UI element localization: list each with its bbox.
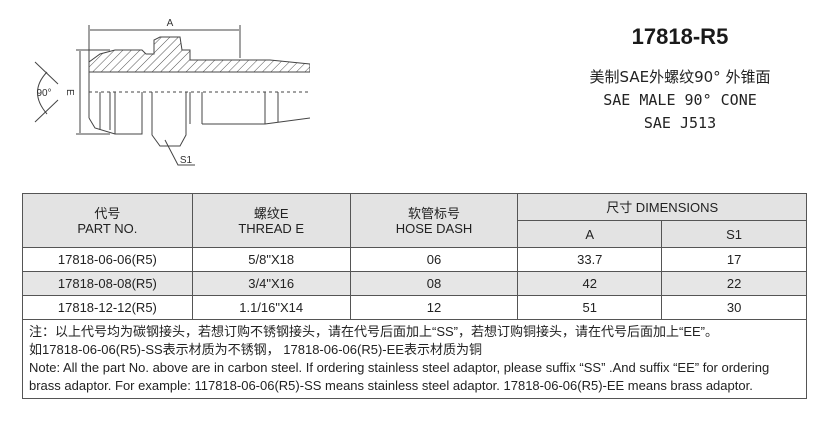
cell-a: 51 xyxy=(517,295,663,320)
angle-label: 90° xyxy=(36,88,51,99)
table-row: 17818-06-06(R5) 5/8"X18 06 33.7 17 xyxy=(22,247,807,272)
dimension-s1-label: S1 xyxy=(180,155,193,166)
note-cn-1: 注：以上代号均为碳钢接头，若想订购不锈钢接头，请在代号后面加上“SS”，若想订购… xyxy=(29,324,719,339)
dimensions-table: 代号 PART NO. 螺纹E THREAD E 软管标号 HOSE DASH 尺寸 … xyxy=(22,193,807,399)
subtitle-en: SAE MALE 90° CONE xyxy=(603,91,757,109)
cell-part: 17818-06-06(R5) xyxy=(22,247,193,272)
header-hose-dash: 软管标号 HOSE DASH xyxy=(349,193,519,248)
note-cn-2: 如17818-06-06(R5)-SS表示材质为不锈钢， 17818-06-06… xyxy=(29,342,482,357)
note-en: Note: All the part No. above are in carb… xyxy=(29,360,770,393)
standard: SAE J513 xyxy=(643,114,717,132)
cell-thread: 5/8"X18 xyxy=(191,247,351,272)
cell-part: 17818-08-08(R5) xyxy=(22,271,193,296)
note: 注：以上代号均为碳钢接头，若想订购不锈钢接头，请在代号后面加上“SS”，若想订购… xyxy=(22,319,807,399)
cell-hose: 12 xyxy=(349,295,519,320)
cell-part: 17818-12-12(R5) xyxy=(22,295,193,320)
cell-thread: 1.1/16"X14 xyxy=(191,295,351,320)
cell-s1: 22 xyxy=(661,271,807,296)
header-a: A xyxy=(517,220,663,248)
cell-s1: 30 xyxy=(661,295,807,320)
cell-thread: 3/4"X16 xyxy=(191,271,351,296)
dimension-e-label: E xyxy=(64,89,75,96)
cell-hose: 06 xyxy=(349,247,519,272)
header-s1: S1 xyxy=(661,220,807,248)
header-thread: 螺纹E THREAD E xyxy=(191,193,351,248)
table-row: 17818-12-12(R5) 1.1/16"X14 12 51 30 xyxy=(22,295,807,320)
header-part-no: 代号 PART NO. xyxy=(22,193,193,248)
cell-a: 33.7 xyxy=(517,247,663,272)
cell-a: 42 xyxy=(517,271,663,296)
subtitle-cn: 美制SAE外螺纹90° 外锥面 xyxy=(589,68,771,86)
fitting-drawing: A E 90° S1 xyxy=(10,10,311,180)
header-dimensions: 尺寸 DIMENSIONS xyxy=(517,193,807,221)
dimension-a-label: A xyxy=(167,18,174,29)
table-row: 17818-08-08(R5) 3/4"X16 08 42 22 xyxy=(22,271,807,296)
cell-hose: 08 xyxy=(349,271,519,296)
page-title: 17818-R5 xyxy=(631,24,729,49)
cell-s1: 17 xyxy=(661,247,807,272)
